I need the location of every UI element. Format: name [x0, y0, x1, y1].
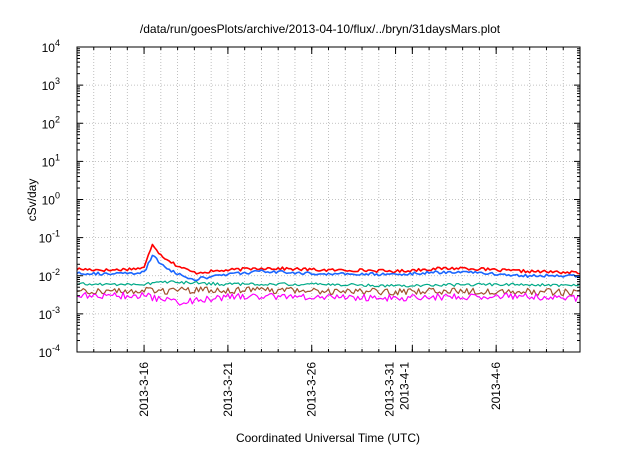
series-line — [76, 286, 581, 297]
y-tick-exponent: 4 — [55, 38, 60, 48]
y-tick-exponent: -3 — [52, 305, 60, 315]
series-line — [76, 254, 581, 282]
x-axis-label: Coordinated Universal Time (UTC) — [236, 431, 420, 445]
y-tick-exponent: -1 — [52, 229, 60, 239]
series-line — [76, 280, 581, 288]
y-axis-label: cSv/day — [25, 179, 39, 222]
series-line — [76, 243, 581, 275]
x-tick-label: 2013-4-1 — [398, 362, 412, 410]
chart-title: /data/run/goesPlots/archive/2013-04-10/f… — [140, 22, 501, 36]
x-tick-label: 2013-3-21 — [221, 362, 235, 417]
y-tick-exponent: 3 — [55, 76, 60, 86]
y-tick-exponent: -4 — [52, 343, 60, 353]
x-tick-label: 2013-3-16 — [137, 362, 151, 417]
x-tick-label: 2013-3-31 — [383, 362, 397, 417]
y-tick-exponent: 1 — [55, 152, 60, 162]
y-tick-exponent: 0 — [55, 191, 60, 201]
series-line — [76, 291, 581, 306]
y-tick-exponent: 2 — [55, 114, 60, 124]
y-tick-exponent: -2 — [52, 267, 60, 277]
series-layer — [76, 243, 581, 306]
x-tick-label: 2013-3-26 — [305, 362, 319, 417]
x-tick-label: 2013-4-6 — [489, 362, 503, 410]
x-ticks: 2013-3-16 2013-3-21 2013-3-26 2013-3-31 2013… — [76, 47, 581, 417]
